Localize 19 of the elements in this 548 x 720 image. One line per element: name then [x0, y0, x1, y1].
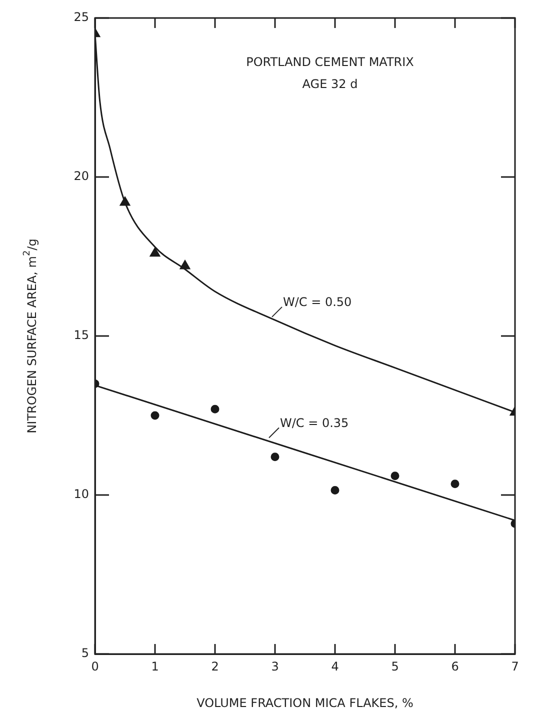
x-tick-label: 5: [391, 659, 399, 674]
x-tick-label: 3: [271, 659, 279, 674]
y-tick-label: 5: [81, 646, 89, 660]
y-axis-title: NITROGEN SURFACE AREA, m2/g: [22, 238, 40, 434]
x-axis-title: VOLUME FRACTION MICA FLAKES, %: [196, 696, 414, 710]
y-tick-label: 25: [74, 10, 89, 24]
y-tick-label: 15: [74, 328, 89, 342]
y-tick-label: 10: [74, 487, 89, 502]
annotation: W/C = 0.50: [283, 295, 352, 310]
y-tick-label: 20: [74, 169, 89, 184]
x-tick-label: 4: [331, 659, 339, 674]
x-tick-label: 1: [151, 659, 159, 674]
x-tick-label: 6: [451, 659, 459, 674]
text: PORTLAND CEMENT MATRIX: [246, 55, 414, 70]
x-tick-label: 0: [91, 659, 99, 674]
text: AGE 32 d: [302, 77, 358, 92]
x-tick-label: 7: [511, 659, 519, 674]
annotation: W/C = 0.35: [280, 416, 349, 430]
x-tick-label: 2: [211, 659, 219, 674]
